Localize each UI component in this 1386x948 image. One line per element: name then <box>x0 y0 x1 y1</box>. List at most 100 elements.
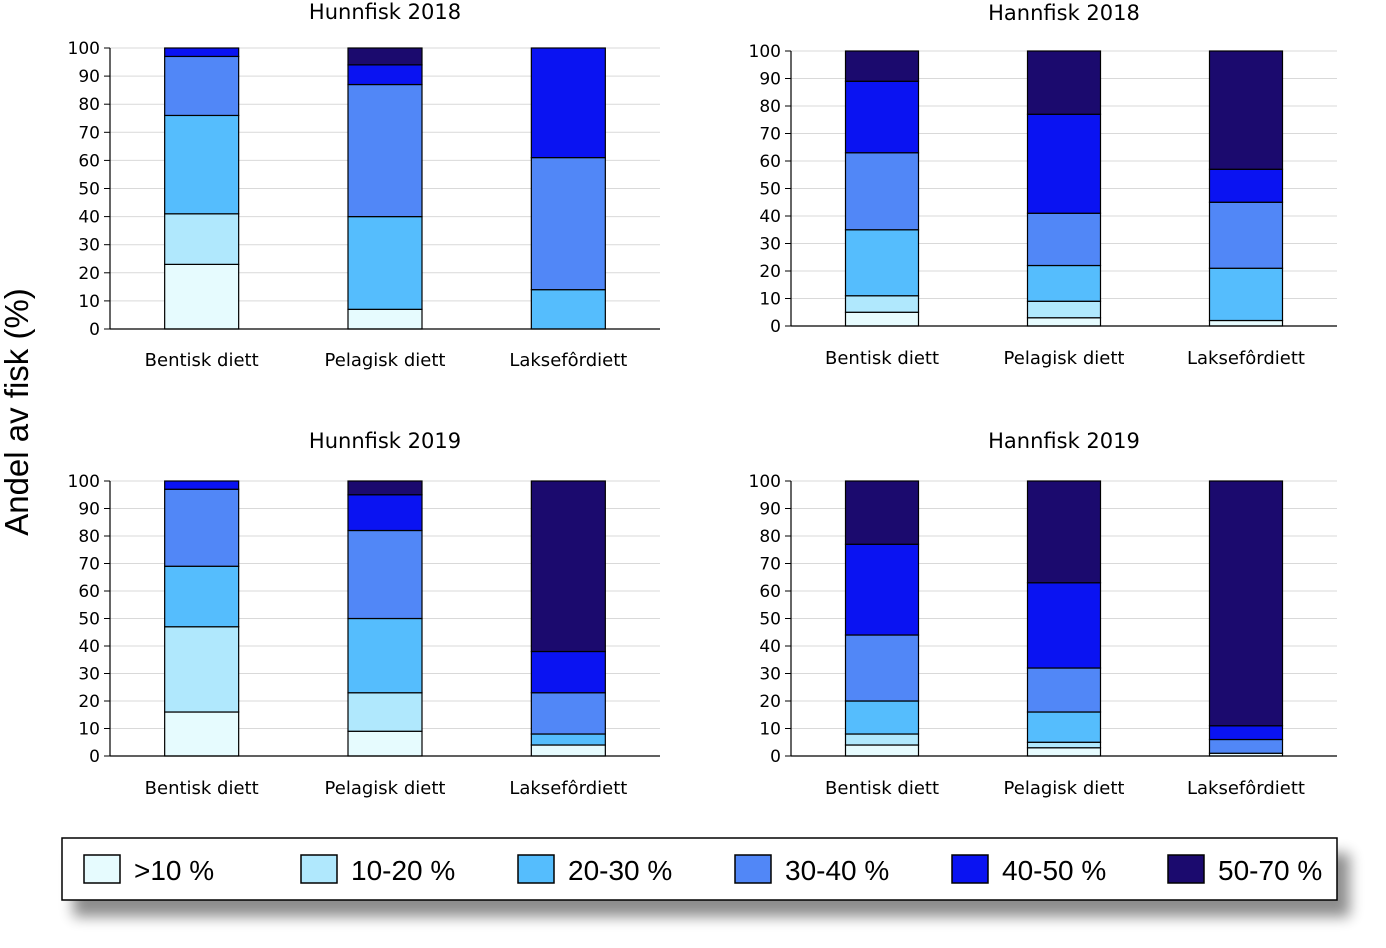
bar-segment <box>164 488 240 567</box>
y-tick-label: 80 <box>78 95 100 115</box>
bar-segment <box>844 700 920 735</box>
y-tick-label: 90 <box>78 500 100 520</box>
legend-label: >10 % <box>134 855 214 886</box>
y-tick-label: 0 <box>89 747 100 767</box>
chart-title: Hunnfisk 2018 <box>309 0 461 24</box>
category-label: Laksefôrdiett <box>509 778 627 799</box>
bar-segment <box>844 634 920 702</box>
y-tick-label: 50 <box>759 180 781 200</box>
category-label: Bentisk diett <box>145 350 259 371</box>
category-label: Bentisk diett <box>825 348 939 369</box>
bar-segment <box>164 565 240 628</box>
bar-segment <box>347 494 423 532</box>
y-tick-label: 20 <box>78 692 100 712</box>
bar-segment <box>844 733 920 746</box>
legend-swatch <box>1167 854 1205 884</box>
y-tick-label: 60 <box>78 582 100 602</box>
y-tick-label: 70 <box>759 125 781 145</box>
y-tick-label: 0 <box>89 320 100 340</box>
y-tick-label: 90 <box>759 70 781 90</box>
y-tick-label: 40 <box>759 637 781 657</box>
y-tick-label: 100 <box>749 42 781 62</box>
category-label: Laksefôrdiett <box>1187 348 1305 369</box>
bar-segment <box>1026 747 1102 757</box>
bar-segment <box>1026 50 1102 115</box>
bar-segment <box>1208 267 1284 322</box>
bar-segment <box>1026 300 1102 319</box>
category-label: Laksefôrdiett <box>509 350 627 371</box>
y-tick-label: 30 <box>78 236 100 256</box>
category-label: Pelagisk diett <box>1004 778 1125 799</box>
bar-segment <box>530 47 606 159</box>
y-tick-label: 60 <box>78 151 100 171</box>
bar-segment <box>164 114 240 215</box>
bar-segment <box>347 308 423 330</box>
bar-segment <box>530 744 606 757</box>
y-tick-label: 100 <box>68 472 100 492</box>
bar-segment <box>844 152 920 231</box>
y-tick-label: 0 <box>770 317 781 337</box>
bar-segment <box>530 650 606 694</box>
bar-segment <box>164 626 240 713</box>
y-tick-label: 40 <box>759 207 781 227</box>
legend-swatch <box>83 854 121 884</box>
bar-segment <box>844 543 920 636</box>
y-tick-label: 50 <box>78 180 100 200</box>
bar-segment <box>164 47 240 58</box>
bar-segment <box>347 529 423 620</box>
legend-label: 50-70 % <box>1218 855 1322 886</box>
legend-swatch <box>300 854 338 884</box>
chart-panel: Hannfisk 2019 0 10 20 30 40 50 60 70 80 90 100 Benti… <box>749 429 1337 799</box>
legend-label: 10-20 % <box>351 855 455 886</box>
y-tick-label: 10 <box>759 290 781 310</box>
chart-title: Hannfisk 2018 <box>988 1 1140 25</box>
y-tick-label: 100 <box>749 472 781 492</box>
category-label: Bentisk diett <box>825 778 939 799</box>
bar-segment <box>164 480 240 490</box>
y-tick-label: 20 <box>759 692 781 712</box>
legend-label: 30-40 % <box>785 855 889 886</box>
bar-segment <box>1208 480 1284 727</box>
bar-segment <box>347 730 423 757</box>
category-label: Bentisk diett <box>145 778 259 799</box>
bar-segment <box>1208 725 1284 741</box>
chart-panel: Hunnfisk 2019 0 10 20 30 40 50 60 70 80 90 100 Benti… <box>68 429 660 799</box>
y-tick-label: 60 <box>759 582 781 602</box>
bar-segment <box>1026 212 1102 267</box>
y-tick-label: 30 <box>759 665 781 685</box>
bar-segment <box>844 295 920 313</box>
bar-segment <box>1026 480 1102 584</box>
y-axis-label: Andel av fisk (%) <box>0 288 35 536</box>
y-tick-label: 10 <box>759 720 781 740</box>
bar-segment <box>530 480 606 653</box>
legend-swatch <box>734 854 772 884</box>
bar-segment <box>1208 168 1284 203</box>
y-tick-label: 50 <box>78 610 100 630</box>
bar-segment <box>1026 711 1102 743</box>
category-label: Laksefôrdiett <box>1187 778 1305 799</box>
bar-segment <box>1026 741 1102 749</box>
bar-segment <box>1026 317 1102 327</box>
y-tick-label: 70 <box>78 555 100 575</box>
bar-segment <box>844 480 920 545</box>
bar-segment <box>347 480 423 496</box>
bar-segment <box>1026 582 1102 669</box>
bar-segment <box>1208 738 1284 754</box>
y-tick-label: 20 <box>78 264 100 284</box>
legend: >10 % 10-20 % 20-30 % 30-40 % 40-50 % 50-70 % <box>61 837 1338 901</box>
bar-segment <box>347 83 423 218</box>
y-tick-label: 80 <box>759 527 781 547</box>
legend-label: 20-30 % <box>568 855 672 886</box>
bar-segment <box>530 692 606 735</box>
bar-segment <box>844 744 920 757</box>
y-tick-label: 80 <box>759 97 781 117</box>
bar-segment <box>844 80 920 154</box>
y-tick-label: 100 <box>68 39 100 59</box>
legend-label: 40-50 % <box>1002 855 1106 886</box>
y-tick-label: 50 <box>759 610 781 630</box>
category-label: Pelagisk diett <box>325 778 446 799</box>
bar-segment <box>530 289 606 330</box>
legend-box <box>61 837 1338 901</box>
bar-segment <box>1208 50 1284 170</box>
y-tick-label: 10 <box>78 720 100 740</box>
